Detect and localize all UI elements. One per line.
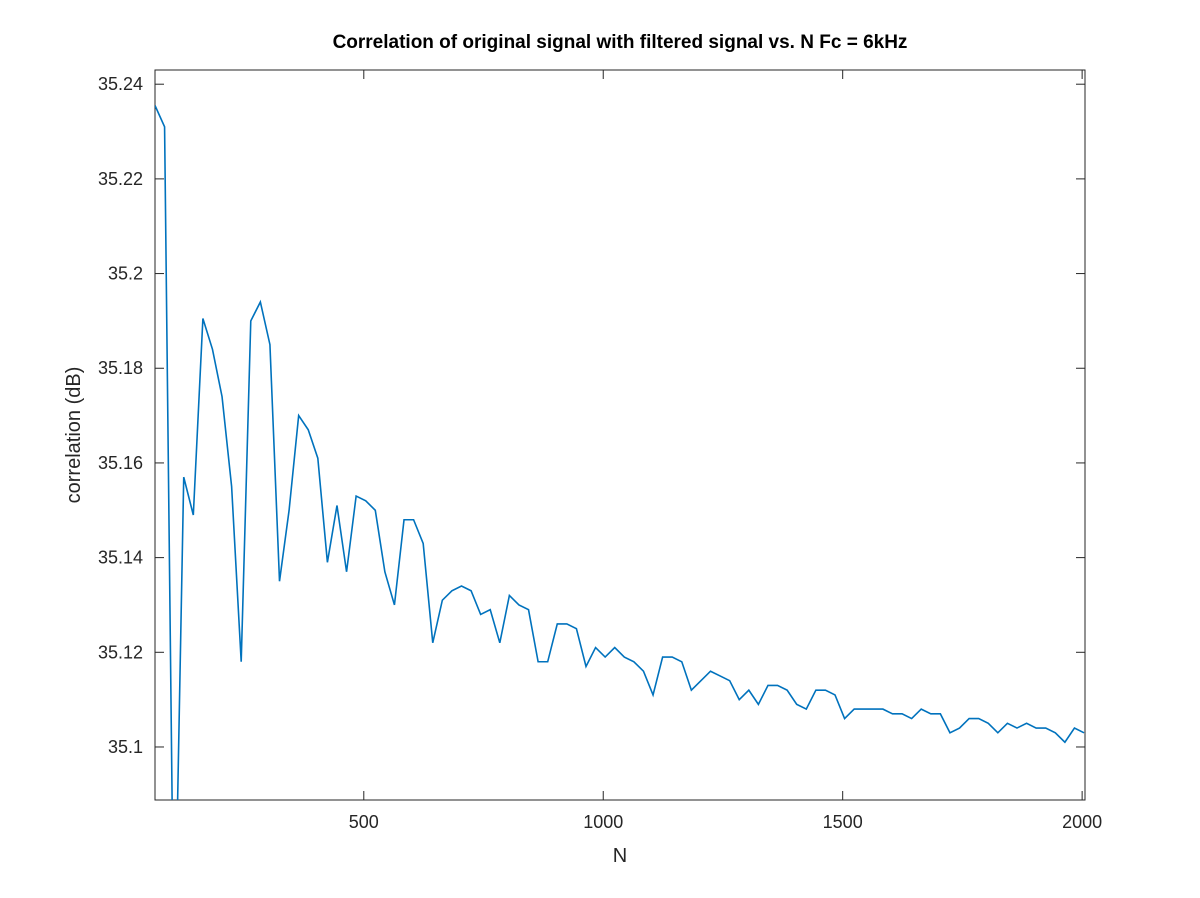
y-axis-label: correlation (dB) [63,367,85,504]
y-tick-label: 35.2 [108,264,143,284]
y-tick-label: 35.1 [108,737,143,757]
y-tick-label: 35.16 [98,453,143,473]
y-tick-label: 35.12 [98,642,143,662]
chart-title: Correlation of original signal with filt… [333,32,908,53]
y-tick-label: 35.14 [98,548,143,568]
y-tick-label: 35.18 [98,358,143,378]
x-tick-label: 500 [349,812,379,832]
data-line [155,105,1085,800]
plot-area [155,105,1085,800]
x-tick-label: 1000 [583,812,623,832]
x-axis-label: N [613,845,627,867]
y-tick-label: 35.24 [98,74,143,94]
x-tick-label: 1500 [823,812,863,832]
plot-box [154,69,1086,801]
y-tick-label: 35.22 [98,169,143,189]
x-tick-label: 2000 [1062,812,1102,832]
